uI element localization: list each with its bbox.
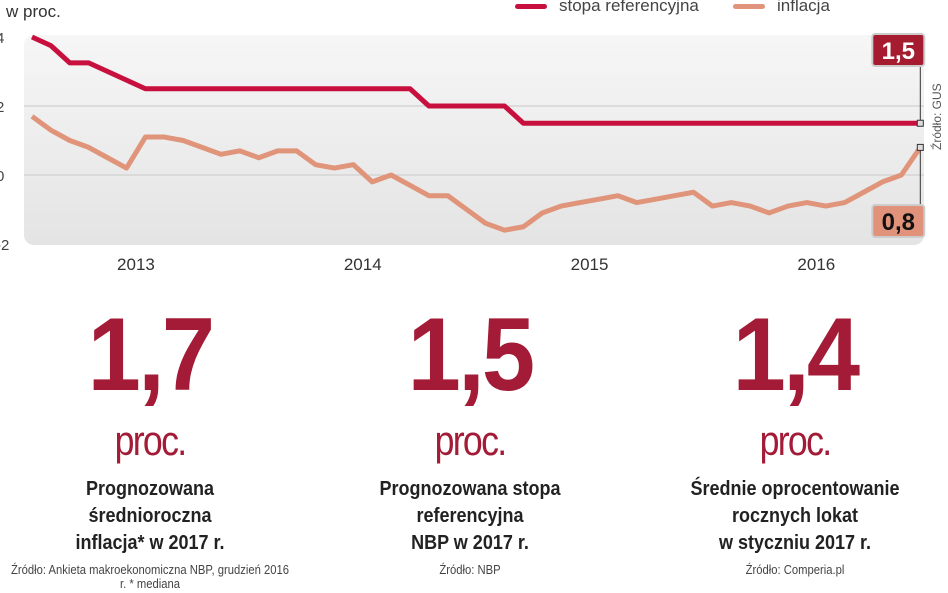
- x-tick-label: 2015: [571, 255, 609, 274]
- series-line-stopa: [30, 34, 921, 126]
- stat-unit: proc.: [434, 417, 508, 464]
- stat-description: Średnie oprocentowanie rocznych lokat w …: [653, 476, 937, 557]
- y-tick-label: 4: [0, 30, 4, 47]
- stat-deposits: 1,4 proc. Średnie oprocentowanie rocznyc…: [637, 300, 948, 577]
- legend-item-inflacja: inflacja: [733, 0, 830, 16]
- desc-line: Średnie oprocentowanie: [690, 478, 900, 500]
- y-axis-unit: w proc.: [6, 2, 61, 21]
- x-tick-label: 2016: [797, 255, 835, 274]
- chart-source: Źródło: GUS: [930, 83, 944, 150]
- stat-source: Źródło: NBP: [439, 563, 501, 577]
- desc-line: średnioroczna: [88, 505, 212, 527]
- desc-line: referencyjna: [416, 505, 524, 527]
- stat-value: 1,5: [407, 297, 535, 413]
- stat-inflation: 1,7 proc. Prognozowana średnioroczna inf…: [0, 300, 308, 591]
- stat-unit: proc.: [759, 417, 833, 464]
- stat-source: Źródło: Comperia.pl: [745, 563, 845, 577]
- y-tick-label: 0: [0, 168, 4, 185]
- desc-line: inflacja* w 2017 r.: [75, 532, 225, 554]
- desc-line: Prognozowana stopa: [379, 478, 561, 500]
- legend-swatch-stopa: [515, 3, 547, 9]
- desc-line: w styczniu 2017 r.: [718, 532, 872, 554]
- legend-label-inflacja: inflacja: [777, 0, 830, 15]
- y-tick-label: -2: [0, 237, 9, 254]
- callout-label: 1,5: [882, 38, 915, 65]
- stat-value: 1,4: [732, 297, 860, 413]
- y-tick-label: 2: [0, 99, 4, 116]
- callout-box: [871, 204, 926, 238]
- callout-point: [916, 119, 924, 127]
- line-chart: 4 2 0 -2 2013 2014 2015 2016 1,5 0,8: [0, 30, 926, 274]
- stat-reference-rate: 1,5 proc. Prognozowana stopa referencyjn…: [312, 300, 628, 577]
- stat-description: Prognozowana średnioroczna inflacja* w 2…: [8, 476, 292, 557]
- x-tick-label: 2013: [117, 255, 155, 274]
- desc-line: NBP w 2017 r.: [411, 532, 529, 554]
- stat-source: Źródło: Ankieta makroekonomiczna NBP, gr…: [10, 563, 290, 591]
- stat-description: Prognozowana stopa referencyjna NBP w 20…: [328, 476, 612, 557]
- series-line-inflacja: [30, 114, 923, 233]
- desc-line: rocznych lokat: [731, 505, 859, 527]
- callout-label: 0,8: [882, 209, 915, 236]
- stat-unit: proc.: [114, 417, 188, 464]
- desc-line: Prognozowana: [85, 478, 214, 500]
- x-tick-label: 2014: [344, 255, 382, 274]
- callout-box: [871, 33, 926, 67]
- stat-value: 1,7: [87, 297, 215, 413]
- legend-label-stopa: stopa referencyjna: [559, 0, 699, 15]
- legend-swatch-inflacja: [733, 3, 765, 9]
- callout-point: [916, 143, 924, 151]
- legend-item-stopa: stopa referencyjna: [515, 0, 699, 16]
